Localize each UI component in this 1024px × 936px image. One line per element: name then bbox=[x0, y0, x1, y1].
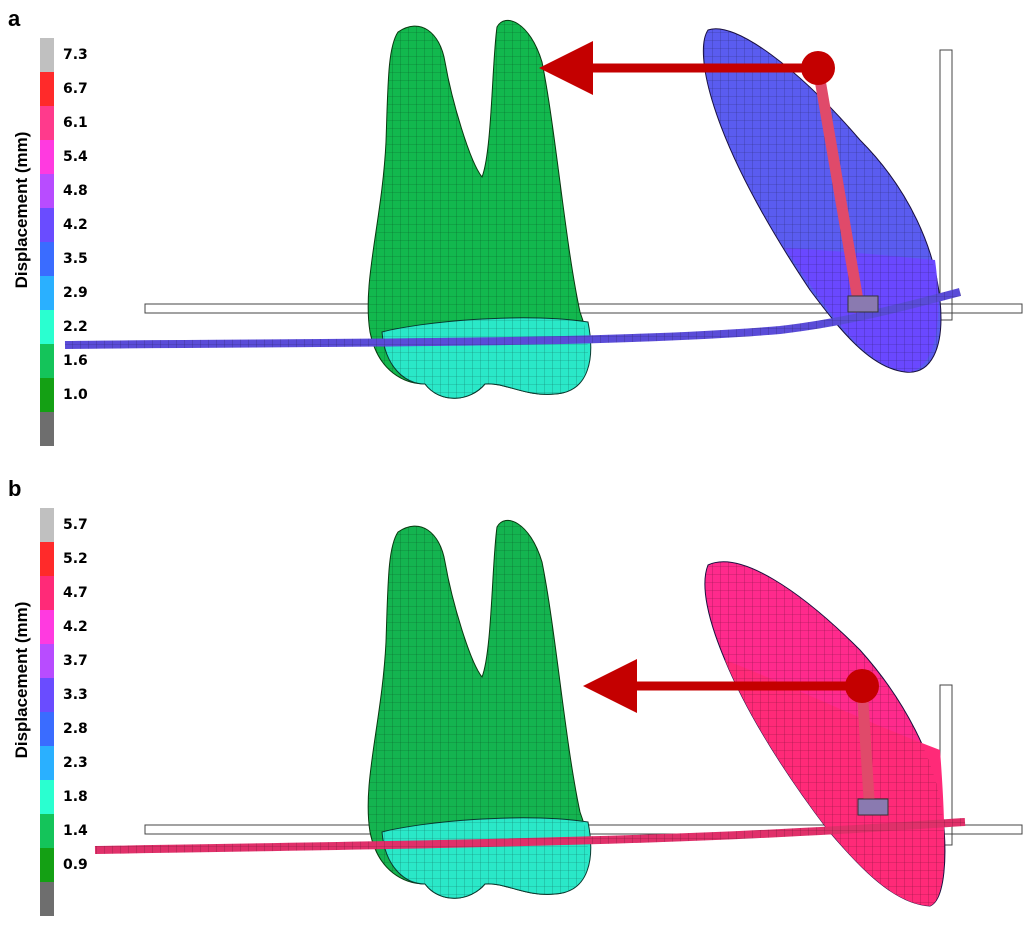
legend-tick-label: 2.3 bbox=[63, 755, 88, 771]
legend-tick-label: 2.2 bbox=[63, 319, 88, 335]
legend-swatch bbox=[40, 378, 54, 412]
moving-canine-mesh bbox=[704, 561, 945, 906]
legend-swatch bbox=[40, 644, 54, 678]
anchor-molar-mesh bbox=[368, 20, 588, 399]
force-application-point bbox=[801, 51, 835, 85]
legend-swatch bbox=[40, 848, 54, 882]
legend-tick-label: 5.4 bbox=[63, 149, 88, 165]
legend-tick-label: 6.1 bbox=[63, 115, 88, 131]
legend-tick-label: 3.3 bbox=[63, 687, 88, 703]
legend-swatch bbox=[40, 412, 54, 446]
legend-swatch bbox=[40, 208, 54, 242]
legend-swatch bbox=[40, 780, 54, 814]
panel-a: a 7.3 6.7 6.1 5.4 4.8 4.2 3.5 2.9 2.2 1.6 1.0 Disp… bbox=[8, 6, 1023, 446]
tooth-model-scene bbox=[94, 519, 1023, 907]
legend-tick-label: 4.7 bbox=[63, 585, 88, 601]
legend-swatch bbox=[40, 344, 54, 378]
legend-swatch bbox=[40, 310, 54, 344]
panel-b: b 5.7 5.2 4.7 4.2 3.7 3.3 2.8 2.3 1.8 1.4 0.9 Disp… bbox=[0, 470, 1024, 936]
panel-letter: b bbox=[8, 476, 22, 501]
legend-swatch bbox=[40, 174, 54, 208]
bracket bbox=[847, 295, 879, 313]
vertical-post-outline bbox=[939, 49, 953, 321]
legend-swatch bbox=[40, 38, 54, 72]
bracket bbox=[857, 798, 889, 816]
legend-swatch bbox=[40, 140, 54, 174]
legend-tick-label: 5.7 bbox=[63, 517, 88, 533]
legend-tick-label: 1.6 bbox=[63, 353, 88, 369]
legend-swatch bbox=[40, 72, 54, 106]
force-application-point bbox=[845, 669, 879, 703]
legend-tick-label: 1.0 bbox=[63, 387, 88, 403]
legend-tick-label: 4.2 bbox=[63, 619, 88, 635]
moving-canine-mesh bbox=[703, 28, 941, 373]
legend-swatch bbox=[40, 242, 54, 276]
legend-tick-label: 3.5 bbox=[63, 251, 88, 267]
panel-letter: a bbox=[8, 6, 21, 31]
legend-tick-label: 5.2 bbox=[63, 551, 88, 567]
legend-tick-label: 4.8 bbox=[63, 183, 88, 199]
legend-swatch bbox=[40, 882, 54, 916]
color-legend-bar bbox=[40, 508, 54, 916]
archwire-frame-outline bbox=[144, 303, 1023, 314]
legend-tick-label: 4.2 bbox=[63, 217, 88, 233]
legend-swatch bbox=[40, 576, 54, 610]
legend-swatch bbox=[40, 508, 54, 542]
legend-tick-label: 7.3 bbox=[63, 47, 88, 63]
legend-tick-label: 6.7 bbox=[63, 81, 88, 97]
legend-swatch bbox=[40, 610, 54, 644]
power-arm bbox=[812, 67, 866, 313]
power-arm bbox=[856, 685, 876, 816]
legend-tick-label: 0.9 bbox=[63, 857, 88, 873]
archwire-mesh bbox=[94, 818, 966, 854]
legend-swatch bbox=[40, 276, 54, 310]
tooth-model-scene bbox=[64, 19, 1023, 399]
legend-tick-label: 2.8 bbox=[63, 721, 88, 737]
legend-swatch bbox=[40, 746, 54, 780]
color-legend-bar bbox=[40, 38, 54, 446]
legend-tick-label: 1.8 bbox=[63, 789, 88, 805]
legend-tick-label: 3.7 bbox=[63, 653, 88, 669]
legend-swatch bbox=[40, 814, 54, 848]
legend-swatch bbox=[40, 106, 54, 140]
legend-swatch bbox=[40, 712, 54, 746]
anchor-molar-mesh bbox=[368, 520, 588, 899]
legend-tick-label: 1.4 bbox=[63, 823, 88, 839]
legend-tick-label: 2.9 bbox=[63, 285, 88, 301]
legend-swatch bbox=[40, 542, 54, 576]
legend-swatch bbox=[40, 678, 54, 712]
archwire-mesh bbox=[64, 288, 962, 349]
